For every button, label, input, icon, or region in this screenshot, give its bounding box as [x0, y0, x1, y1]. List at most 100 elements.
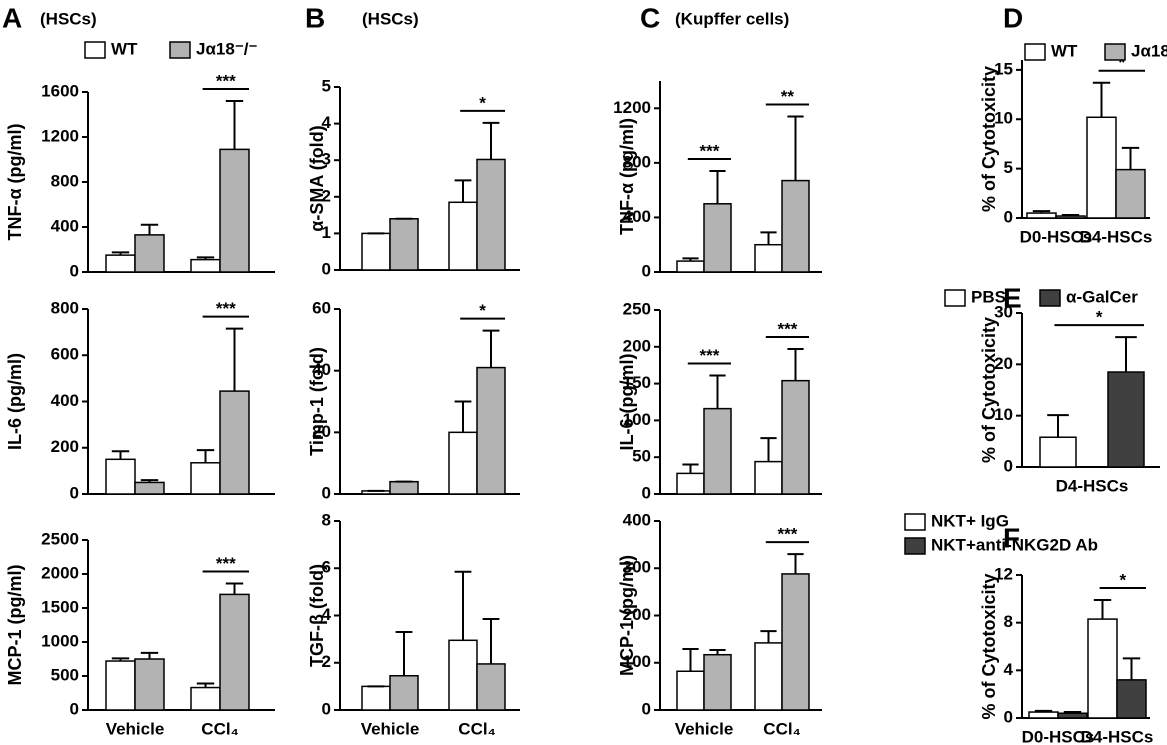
bar	[781, 179, 810, 273]
y-tick-label: 12	[994, 564, 1013, 583]
y-tick-label: 20	[312, 422, 331, 441]
y-tick-label: 6	[322, 558, 331, 577]
legend-label: NKT+anti-NKG2D Ab	[931, 535, 1098, 554]
y-tick-label: 1200	[41, 126, 79, 145]
y-tick-label: 20	[994, 354, 1013, 373]
y-tick-label: 5	[1004, 158, 1013, 177]
bar	[754, 243, 783, 273]
y-tick-label: 1000	[41, 631, 79, 650]
bar	[1107, 371, 1145, 468]
y-axis-label: MCP-1 (pg/ml)	[5, 565, 25, 686]
bar	[448, 639, 478, 711]
bar	[105, 458, 136, 495]
bar	[190, 462, 221, 495]
panel-label: B	[305, 2, 325, 33]
y-axis-label: MCP-1 (pg/ml)	[617, 555, 637, 676]
significance-label: ***	[699, 142, 719, 161]
x-tick-label: Vehicle	[675, 719, 734, 738]
y-tick-label: 30	[994, 302, 1013, 321]
bar	[754, 460, 783, 495]
y-axis-label: IL-6 (pg/ml)	[5, 353, 25, 450]
legend-label: Jα18⁻/⁻	[196, 39, 258, 58]
legend-swatch	[84, 41, 106, 59]
y-tick-label: 0	[642, 699, 651, 718]
y-tick-label: 1500	[41, 597, 79, 616]
y-tick-label: 0	[1004, 707, 1013, 726]
y-tick-label: 10	[994, 109, 1013, 128]
y-tick-label: 200	[51, 437, 79, 456]
x-tick-label: CCl₄	[763, 719, 800, 738]
bar	[754, 642, 783, 711]
bar	[1026, 212, 1057, 219]
legend-swatch	[904, 513, 926, 531]
significance-label: ***	[777, 319, 797, 338]
y-tick-label: 1	[322, 223, 331, 242]
significance-label: ***	[216, 71, 236, 90]
y-tick-label: 250	[623, 299, 651, 318]
panel-label: D	[1003, 2, 1023, 33]
x-tick-label: D0-HSCs	[1020, 227, 1093, 246]
legend-swatch	[1039, 289, 1061, 307]
y-tick-label: 800	[623, 152, 651, 171]
y-tick-label: 0	[70, 699, 79, 718]
y-tick-label: 60	[312, 298, 331, 317]
panel-label: E	[1003, 282, 1022, 313]
y-tick-label: 15	[994, 59, 1013, 78]
significance-label: ***	[216, 299, 236, 318]
significance-label: **	[781, 87, 795, 106]
y-tick-label: 400	[623, 207, 651, 226]
legend-label: WT	[111, 39, 138, 58]
bar	[105, 254, 136, 273]
bar	[448, 201, 478, 271]
bar	[476, 158, 506, 271]
y-tick-label: 400	[51, 216, 79, 235]
y-tick-label: 800	[51, 298, 79, 317]
x-tick-label: CCl₄	[458, 719, 495, 738]
significance-label: ***	[699, 346, 719, 365]
y-tick-label: 2	[322, 186, 331, 205]
legend-label: PBS	[971, 287, 1006, 306]
bar	[703, 407, 732, 495]
significance-label: *	[479, 301, 486, 320]
y-tick-label: 8	[1004, 612, 1013, 631]
y-tick-label: 5	[322, 76, 331, 95]
y-axis-label: Timp-1 (fold)	[307, 347, 327, 456]
y-tick-label: 500	[51, 665, 79, 684]
legend-label: NKT+ IgG	[931, 511, 1009, 530]
y-tick-label: 10	[994, 405, 1013, 424]
bar	[190, 686, 221, 711]
significance-label: *	[1118, 53, 1125, 72]
panel-label: C	[640, 2, 660, 33]
y-tick-label: 4	[322, 113, 332, 132]
bar	[676, 472, 705, 495]
y-axis-label: % of Cytotoxicity	[979, 66, 999, 212]
panel-label: F	[1003, 522, 1020, 553]
x-tick-label: D4-HSCs	[1056, 476, 1129, 495]
y-tick-label: 0	[322, 699, 331, 718]
y-tick-label: 4	[322, 605, 332, 624]
bar	[105, 660, 136, 711]
bar	[1055, 215, 1086, 219]
bar	[703, 653, 732, 711]
y-tick-label: 0	[70, 261, 79, 280]
bar	[361, 232, 391, 271]
bar	[134, 481, 165, 495]
y-axis-label: TNF-α (pg/ml)	[617, 118, 637, 235]
y-tick-label: 0	[1004, 456, 1013, 475]
significance-label: ***	[777, 525, 797, 544]
legend-swatch	[1104, 43, 1126, 61]
significance-label: *	[479, 93, 486, 112]
bar	[781, 573, 810, 711]
x-tick-label: D0-HSCs	[1022, 727, 1095, 745]
bar	[389, 218, 419, 271]
y-tick-label: 50	[632, 447, 651, 466]
legend-swatch	[904, 537, 926, 555]
bar	[676, 260, 705, 273]
y-tick-label: 0	[1004, 207, 1013, 226]
bar	[1028, 711, 1059, 719]
bar	[389, 674, 419, 711]
bar	[190, 258, 221, 273]
bar	[219, 593, 250, 711]
bar	[476, 663, 506, 711]
bar	[1039, 436, 1077, 468]
